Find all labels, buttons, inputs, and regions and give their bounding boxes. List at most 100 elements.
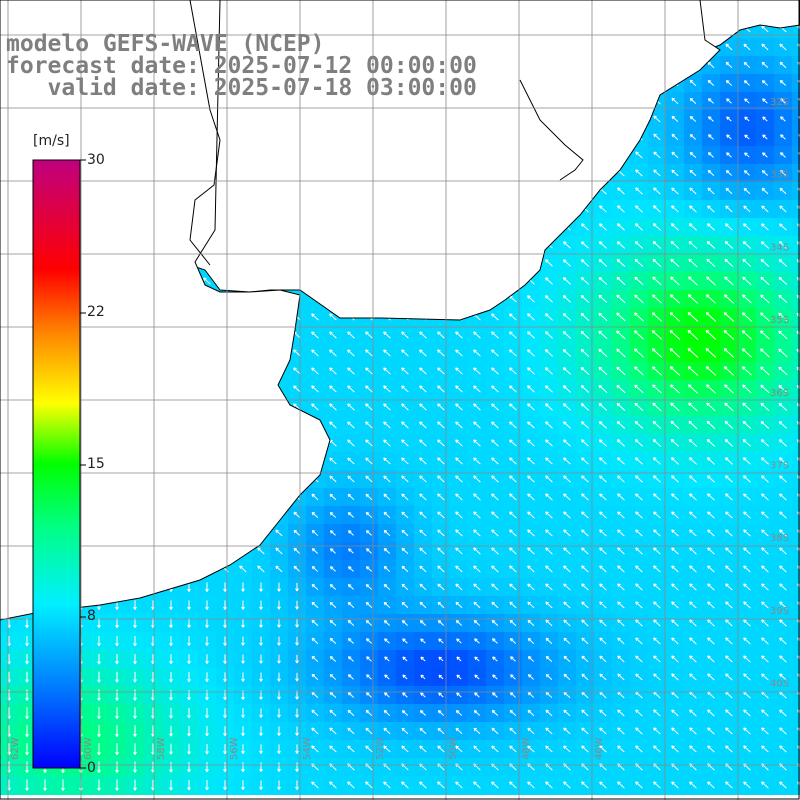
wind-arrow [653,745,661,753]
wind-arrow [762,116,768,122]
wind-arrow [689,547,697,555]
wind-arrow [741,348,753,358]
wind-arrow [726,116,732,122]
wind-arrow [707,61,715,69]
wind-arrow [223,582,227,592]
wind-arrow [779,223,787,231]
wind-arrow [223,600,227,610]
wind-arrow [401,511,409,519]
wind-arrow [492,656,498,662]
wind-arrow [347,331,355,339]
wind-arrow [401,421,409,429]
wind-arrow [671,601,679,609]
wind-arrow [563,241,571,249]
wind-arrow [743,511,751,519]
wind-arrow [311,673,319,681]
wind-arrow [779,547,787,555]
wind-arrow [509,457,517,465]
wind-arrow [401,601,409,609]
wind-arrow [635,475,643,483]
wind-arrow [725,493,733,501]
wind-arrow [97,761,101,774]
wind-arrow [365,385,373,393]
wind-arrow [473,781,481,789]
wind-arrow [491,547,499,555]
wind-arrow [635,745,643,753]
wind-arrow [544,295,553,303]
wind-arrow [599,781,607,789]
wind-arrow [401,385,409,393]
wind-arrow [438,692,444,698]
wind-arrow [545,673,553,680]
wind-arrow [671,619,679,627]
wind-arrow [545,691,553,699]
wind-arrow [384,692,390,698]
wind-cell [792,128,800,147]
wind-arrow [761,547,769,555]
wind-arrow [634,457,643,465]
wind-arrow [257,565,265,573]
wind-arrow [329,349,337,357]
wind-arrow [581,565,589,573]
wind-arrow [652,457,661,465]
wind-arrow [652,420,662,429]
wind-arrow [491,601,499,609]
wind-arrow [545,727,553,735]
wind-arrow [473,475,481,483]
wind-arrow [743,601,751,609]
wind-arrow [455,565,463,573]
wind-arrow [670,420,680,430]
wind-arrow [401,457,409,465]
wind-arrow [689,727,697,735]
wind-arrow [617,727,625,735]
wind-arrow [526,349,535,357]
wind-arrow [277,600,281,610]
wind-arrow [761,727,769,735]
wind-arrow [187,654,191,665]
wind-arrow [509,727,517,735]
wind-arrow [259,600,263,610]
wind-arrow [778,259,788,267]
wind-arrow [25,707,29,719]
wind-arrow [455,367,463,375]
wind-arrow [634,294,644,304]
wind-arrow [329,655,337,662]
wind-arrow [563,637,571,645]
wind-arrow [761,601,769,609]
wind-arrow [670,258,680,268]
wind-arrow [115,653,119,665]
wind-arrow [671,151,679,159]
latitude-label: 40S [770,679,789,690]
wind-arrow [598,259,608,267]
wind-arrow [671,565,679,573]
wind-arrow [347,530,354,536]
wind-arrow [277,780,281,790]
wind-arrow [707,583,715,591]
wind-arrow [761,511,769,519]
wind-arrow [241,600,245,610]
wind-arrow [187,725,191,737]
latitude-label: 32S [770,97,789,108]
wind-arrow [617,637,625,645]
wind-arrow [311,709,319,717]
wind-arrow [563,475,571,483]
wind-arrow [491,349,499,357]
wind-arrow [347,511,355,518]
wind-arrow [223,618,227,628]
wind-arrow [133,689,137,701]
wind-arrow [653,655,661,663]
wind-arrow [97,636,101,647]
wind-arrow [707,493,715,501]
wind-arrow [670,240,680,249]
wind-arrow [761,43,769,51]
wind-arrow [598,366,608,376]
wind-arrow [653,619,661,627]
wind-arrow [329,619,337,627]
wind-arrow [347,421,355,429]
wind-arrow [563,457,571,465]
wind-arrow [669,366,681,376]
wind-arrow [599,457,607,465]
wind-arrow [671,547,679,555]
wind-arrow [653,673,661,681]
wind-arrow [726,134,732,140]
